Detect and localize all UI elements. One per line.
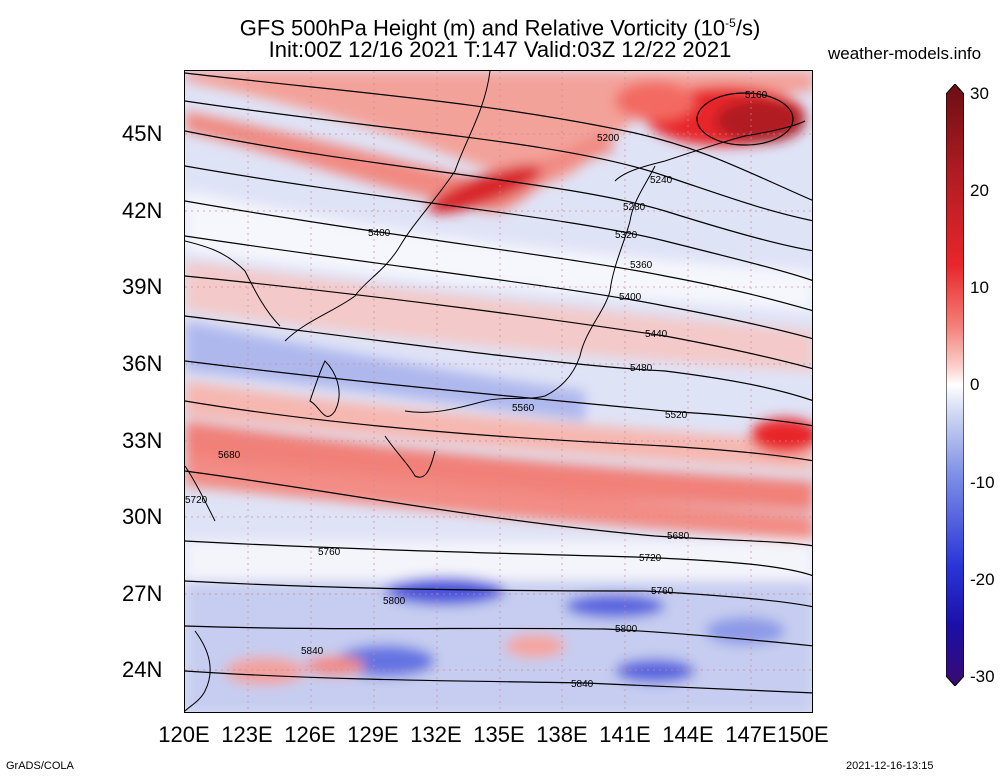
contour-label: 5480	[630, 363, 653, 374]
lat-label: 36N	[122, 351, 163, 376]
contour-label: 5320	[615, 230, 638, 241]
contour-label: 5280	[623, 202, 646, 213]
contour-label: 5400	[619, 292, 642, 303]
lat-label: 42N	[122, 198, 163, 223]
map-canvas: 5160 5200 5240 5280 5320 5360 5400 5400 …	[185, 71, 812, 712]
lon-label: 138E	[536, 722, 588, 747]
contour-label: 5520	[665, 410, 688, 421]
colorbar	[946, 84, 964, 686]
lon-label: 144E	[662, 722, 714, 747]
colorbar-label: 30	[970, 84, 989, 103]
lat-label: 45N	[122, 121, 163, 146]
lon-label: 141E	[599, 722, 651, 747]
contour-label: 5680	[218, 450, 241, 461]
height-contours	[185, 72, 812, 694]
lon-label: 150E	[777, 722, 829, 747]
contour-labels: 5160 5200 5240 5280 5320 5360 5400 5400 …	[185, 90, 768, 690]
vorticity-field	[185, 71, 812, 712]
lon-label: 123E	[221, 722, 273, 747]
lon-label: 147E	[725, 722, 777, 747]
contour-label: 5240	[650, 175, 673, 186]
contour-label: 5680	[667, 531, 690, 542]
footer-timestamp: 2021-12-16-13:15	[846, 760, 934, 772]
colorbar-label: -30	[970, 667, 995, 686]
contour-label: 5160	[745, 90, 768, 101]
contour-label: 5440	[645, 329, 668, 340]
lon-label: 120E	[158, 722, 210, 747]
contour-label: 5840	[301, 646, 324, 657]
contour-label: 5400	[368, 228, 391, 239]
map-title-line2: Init:00Z 12/16 2021 T:147 Valid:03Z 12/2…	[268, 37, 732, 62]
contour-label: 5720	[185, 495, 208, 506]
lon-label: 126E	[284, 722, 336, 747]
lat-label: 24N	[122, 657, 163, 682]
site-label: weather-models.info	[828, 44, 982, 63]
contour-label: 5800	[383, 596, 406, 607]
contour-label: 5840	[571, 679, 594, 690]
colorbar-label: 20	[970, 181, 989, 200]
contour-label: 5760	[318, 547, 341, 558]
contour-label: 5200	[597, 133, 620, 144]
lat-label: 30N	[122, 504, 163, 529]
grid-lines	[185, 71, 812, 712]
lat-label: 27N	[122, 581, 163, 606]
map-title-line1: GFS 500hPa Height (m) and Relative Vorti…	[239, 15, 761, 41]
vorticity-map: 5160 5200 5240 5280 5320 5360 5400 5400 …	[184, 70, 813, 713]
lon-label: 129E	[347, 722, 399, 747]
lon-label: 132E	[410, 722, 462, 747]
coastlines	[185, 71, 806, 712]
lat-label: 39N	[122, 274, 163, 299]
colorbar-label: -20	[970, 570, 995, 589]
lat-label: 33N	[122, 428, 163, 453]
colorbar-label: 0	[970, 375, 980, 394]
contour-label: 5800	[615, 624, 638, 635]
lon-label: 135E	[473, 722, 525, 747]
contour-label: 5760	[651, 586, 674, 597]
contour-label: 5560	[512, 403, 535, 414]
contour-label: 5360	[630, 260, 653, 271]
colorbar-label: -10	[970, 473, 995, 492]
contour-label: 5720	[639, 553, 662, 564]
footer-credit: GrADS/COLA	[6, 760, 74, 772]
colorbar-label: 10	[970, 278, 989, 297]
